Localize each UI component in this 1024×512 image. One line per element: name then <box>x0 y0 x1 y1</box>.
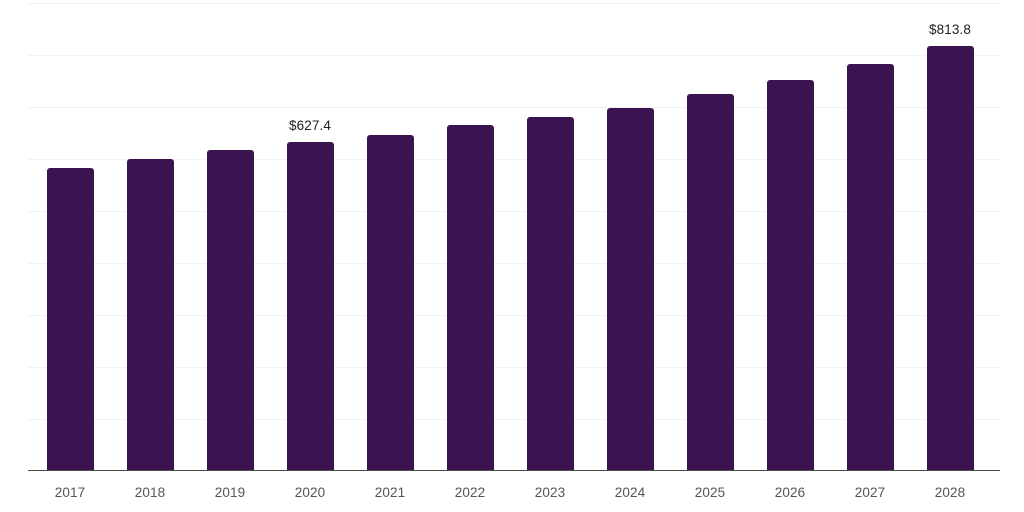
x-axis-line <box>28 470 1000 471</box>
x-axis-tick-label: 2022 <box>454 485 486 500</box>
bar[interactable] <box>527 117 574 470</box>
bar[interactable] <box>447 125 494 470</box>
bar-group: 2026 <box>750 0 830 512</box>
x-axis-tick-label: 2020 <box>294 485 326 500</box>
bar-value-label: $813.8 <box>929 22 971 37</box>
x-axis-tick-label: 2026 <box>774 485 806 500</box>
bar[interactable] <box>287 142 334 470</box>
bar-group: 2019 <box>190 0 270 512</box>
bar[interactable] <box>927 46 974 470</box>
bar[interactable] <box>687 94 734 470</box>
bar-group: 2022 <box>430 0 510 512</box>
bar[interactable] <box>127 159 174 470</box>
x-axis-tick-label: 2028 <box>934 485 966 500</box>
bar-group: 2017 <box>30 0 110 512</box>
x-axis-tick-label: 2023 <box>534 485 566 500</box>
bar[interactable] <box>207 150 254 470</box>
bar-group: 2018 <box>110 0 190 512</box>
x-axis-tick-label: 2021 <box>374 485 406 500</box>
x-axis-tick-label: 2017 <box>54 485 86 500</box>
bar[interactable] <box>367 135 414 470</box>
x-axis-tick-label: 2027 <box>854 485 886 500</box>
bar-group: 2024 <box>590 0 670 512</box>
bar-group: 2021 <box>350 0 430 512</box>
bar-value-label: $627.4 <box>289 118 331 133</box>
bar[interactable] <box>847 64 894 470</box>
x-axis-tick-label: 2025 <box>694 485 726 500</box>
bar-group: $813.8 2028 <box>910 0 990 512</box>
x-axis-tick-label: 2018 <box>134 485 166 500</box>
bar-group: 2025 <box>670 0 750 512</box>
bar-group: $627.4 2020 <box>270 0 350 512</box>
bar-group: 2027 <box>830 0 910 512</box>
bar[interactable] <box>767 80 814 470</box>
bar[interactable] <box>47 168 94 470</box>
x-axis-tick-label: 2024 <box>614 485 646 500</box>
x-axis-tick-label: 2019 <box>214 485 246 500</box>
bar[interactable] <box>607 108 654 470</box>
bar-group: 2023 <box>510 0 590 512</box>
